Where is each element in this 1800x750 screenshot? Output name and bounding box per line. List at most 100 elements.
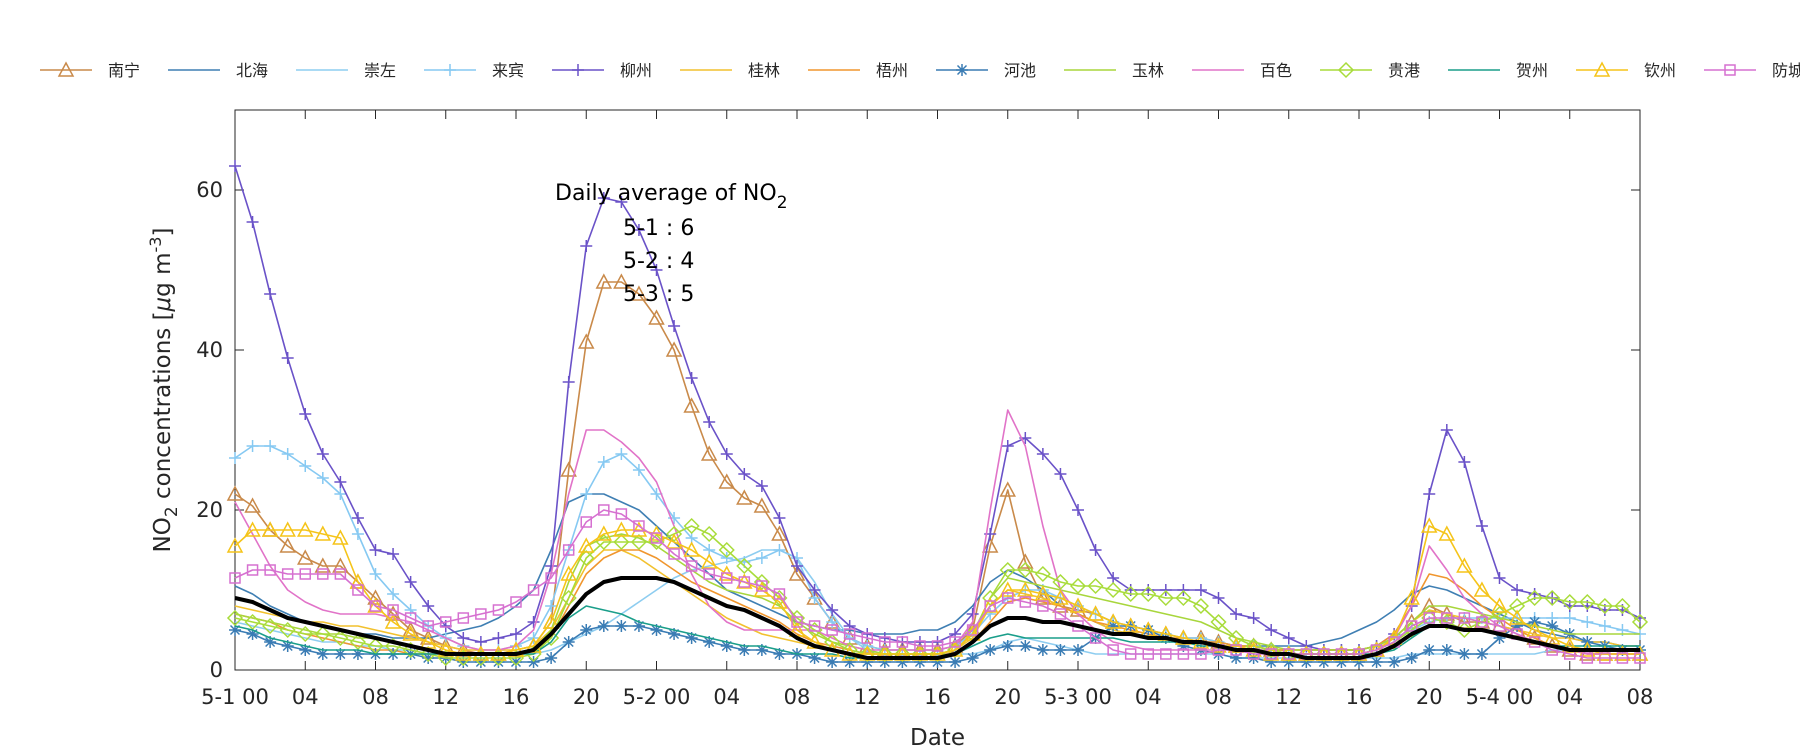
triangle-marker (1017, 581, 1034, 597)
star-marker (685, 632, 698, 644)
diamond-marker (894, 645, 911, 663)
square-marker (738, 576, 751, 588)
diamond-marker (1069, 577, 1087, 595)
series-防城港 (229, 504, 1646, 664)
diamond-marker (1034, 565, 1051, 583)
diamond-marker (1192, 597, 1209, 615)
x-tick-label: 16 (924, 685, 951, 709)
plus-marker (668, 320, 681, 332)
series-line (234, 509, 1640, 659)
plus-marker (720, 448, 733, 460)
diamond-marker (1052, 573, 1069, 591)
y-title-g: g m (150, 252, 176, 296)
star-marker (1423, 644, 1436, 656)
square-marker (861, 632, 873, 644)
plus-marker (738, 468, 751, 480)
diamond-marker (1175, 589, 1192, 607)
diamond-marker (1122, 585, 1139, 603)
diamond-marker (1561, 593, 1578, 611)
plus-marker (562, 376, 575, 388)
triangle-marker (226, 485, 244, 501)
plus-marker (703, 416, 716, 428)
axis-labels: 5-1 00 04 08 12 16 20 5-2 00 04 08 12 16 20 5-3 00 04… (196, 178, 1653, 709)
annotation-line-5-3: 5-3 : 5 (623, 282, 694, 307)
square-marker (1616, 652, 1629, 664)
square-marker (598, 504, 610, 516)
triangle-marker (753, 497, 771, 513)
annotation-title-sub: 2 (777, 193, 788, 213)
square-marker (808, 620, 821, 632)
diamond-marker (297, 625, 314, 643)
diamond-marker (1017, 561, 1034, 579)
plus-marker (422, 600, 435, 612)
plus-marker (632, 464, 645, 476)
triangle-marker (1526, 621, 1543, 637)
triangle-marker (1508, 609, 1526, 625)
triangle-marker (349, 573, 367, 589)
square-marker (703, 568, 715, 580)
star-marker (334, 648, 347, 660)
plus-marker (1475, 520, 1488, 532)
plus-marker (1265, 624, 1278, 636)
diamond-marker (736, 557, 753, 575)
triangle-marker (332, 557, 349, 573)
legend-label: 防城港 (1772, 61, 1800, 80)
star-marker (1230, 652, 1243, 664)
star-marker (1440, 644, 1453, 656)
x-tick-label: 12 (854, 685, 881, 709)
annotation-title-pre: Daily average of NO (555, 181, 777, 206)
star-marker (1177, 640, 1190, 652)
x-tick-label: 16 (503, 685, 530, 709)
diamond-marker (859, 645, 876, 663)
star-marker (1072, 644, 1084, 656)
square-marker (545, 572, 557, 584)
triangle-marker (560, 565, 577, 581)
triangle-marker (595, 273, 613, 289)
triangle-marker (981, 537, 999, 553)
plus-marker (826, 604, 839, 616)
diamond-marker (613, 533, 630, 551)
square-marker (791, 616, 803, 628)
star-marker (843, 656, 856, 668)
square-marker (1441, 612, 1453, 624)
plus-marker (334, 476, 347, 488)
square-marker (685, 560, 698, 572)
plus-marker (351, 528, 364, 540)
star-marker (738, 644, 751, 656)
square-marker (966, 624, 979, 636)
square-marker (1724, 64, 1736, 76)
legend-label: 南宁 (108, 61, 140, 80)
plus-marker (580, 240, 593, 252)
plus-marker (572, 64, 584, 76)
x-tick-label: 12 (1275, 685, 1302, 709)
square-marker (826, 624, 838, 636)
plus-marker (229, 452, 241, 464)
square-marker (1037, 600, 1049, 612)
plus-marker (1581, 616, 1594, 628)
x-tick-label: 08 (362, 685, 389, 709)
square-marker (879, 636, 891, 648)
legend-item: 梧州 (808, 61, 908, 80)
y-axis-title: NO2 concentrations [μg m-3] (146, 228, 182, 553)
legend-item: 防城港 (1704, 61, 1800, 80)
x-tick-label: 04 (713, 685, 740, 709)
star-marker (580, 624, 593, 636)
x-tick-label: 20 (994, 685, 1021, 709)
diamond-marker (1526, 589, 1543, 607)
legend-label: 贵港 (1388, 61, 1420, 80)
star-marker (281, 640, 294, 652)
triangle-marker (771, 525, 788, 541)
square-marker (246, 564, 259, 576)
plus-marker (444, 64, 456, 76)
star-marker (351, 648, 364, 660)
plus-marker (826, 616, 839, 628)
series-line (234, 409, 1640, 655)
square-marker (1493, 620, 1506, 632)
x-axis-title: Date (910, 725, 965, 750)
triangle-marker (771, 593, 788, 609)
triangle-marker (665, 533, 683, 549)
square-marker (633, 520, 645, 532)
triangle-marker (1034, 585, 1052, 601)
diamond-marker (683, 517, 700, 535)
plus-marker (457, 632, 470, 644)
